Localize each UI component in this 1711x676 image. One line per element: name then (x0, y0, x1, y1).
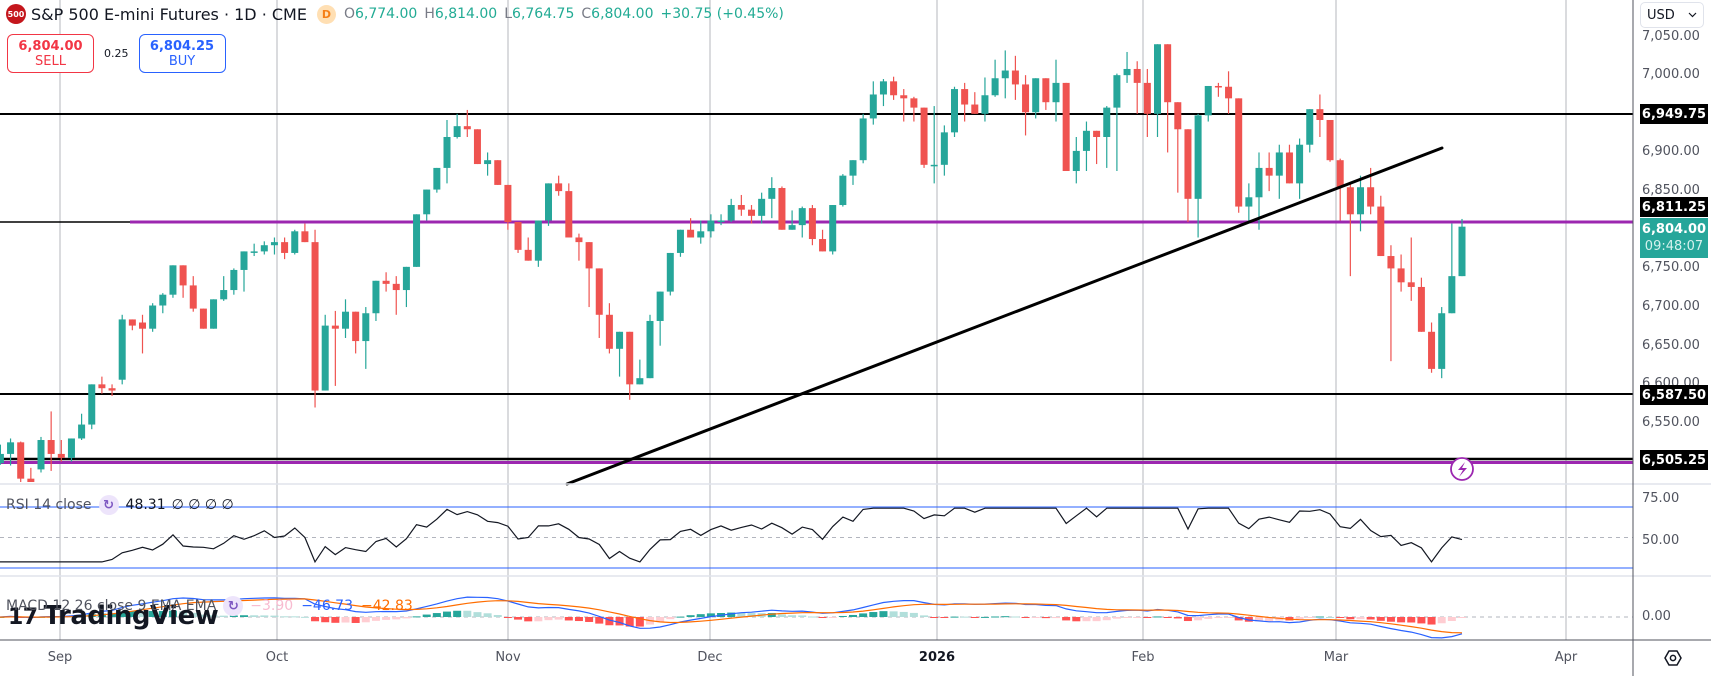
open-value: O6,774.00 (343, 6, 418, 22)
time-label: 2026 (918, 650, 956, 665)
macd-histogram-value: −3.90 (250, 598, 294, 614)
trendline (565, 146, 1444, 486)
refresh-icon[interactable]: ↻ (98, 495, 119, 515)
rsi-value: 48.31 (125, 497, 166, 513)
delayed-data-icon[interactable]: D (316, 4, 336, 24)
time-label: Feb (1131, 650, 1155, 665)
sell-button[interactable]: 6,804.00 SELL (7, 34, 94, 73)
currency-select[interactable]: USD (1640, 2, 1704, 28)
time-label: Nov (495, 650, 521, 665)
macd-signal-value: −42.83 (361, 598, 413, 614)
macd-legend[interactable]: MACD 12 26 close 9 EMA EMA ↻ −3.90 −46.7… (6, 596, 413, 616)
trade-panel: 6,804.00 SELL 0.25 6,804.25 BUY (7, 34, 226, 73)
symbol-legend: 500 S&P 500 E-mini Futures · 1D · CME D … (6, 4, 784, 24)
buy-button[interactable]: 6,804.25 BUY (138, 34, 226, 73)
rsi-axis-75: 75.00 (1642, 491, 1680, 506)
currency-label: USD (1647, 7, 1675, 23)
price-tick: 6,700.00 (1642, 299, 1700, 315)
current-price-tag: 6,804.00 09:48:07 (1640, 218, 1708, 258)
symbol-logo-icon[interactable]: 500 (6, 4, 26, 24)
price-tick: 6,750.00 (1642, 260, 1700, 276)
price-tag-resistance: 6,949.75 (1640, 104, 1708, 124)
high-value: H6,814.00 (424, 6, 498, 22)
chevron-down-icon (1688, 12, 1697, 18)
close-value: C6,804.00 (581, 6, 654, 22)
sell-price: 6,804.00 (18, 38, 83, 54)
price-tick: 7,000.00 (1642, 67, 1700, 83)
price-tick: 7,050.00 (1642, 28, 1700, 44)
time-label: Oct (265, 650, 289, 665)
time-label: Apr (1554, 650, 1578, 665)
rsi-name[interactable]: RSI 14 close (6, 497, 92, 513)
macd-line-value: −46.73 (301, 598, 353, 614)
bar-countdown: 09:48:07 (1644, 239, 1704, 254)
alert-bolt-icon[interactable] (1450, 457, 1474, 481)
price-tick: 6,900.00 (1642, 144, 1700, 160)
price-tag-support-1: 6,587.50 (1640, 385, 1708, 405)
refresh-icon[interactable]: ↻ (223, 596, 244, 616)
price-tag-support-2: 6,505.25 (1640, 450, 1708, 470)
price-tag-level: 6,811.25 (1640, 197, 1708, 217)
macd-name[interactable]: MACD 12 26 close 9 EMA EMA (6, 598, 217, 614)
rsi-axis-50: 50.00 (1642, 533, 1680, 548)
spread-value: 0.25 (104, 47, 129, 60)
symbol-title[interactable]: S&P 500 E-mini Futures · 1D · CME (31, 4, 307, 24)
macd-axis-0: 0.00 (1642, 609, 1671, 624)
price-tick: 6,550.00 (1642, 415, 1700, 430)
settings-gear-icon[interactable] (1663, 648, 1683, 668)
tradingview-logo-icon: 17 (8, 605, 38, 630)
sell-label: SELL (35, 53, 66, 69)
change-value: +30.75 (+0.45%) (660, 6, 784, 22)
price-tick: 6,650.00 (1642, 337, 1700, 353)
time-label: Sep (47, 650, 73, 665)
buy-price: 6,804.25 (149, 38, 215, 54)
time-label: Mar (1323, 650, 1349, 665)
time-label: Dec (697, 650, 723, 665)
low-value: L6,764.75 (504, 6, 575, 22)
rsi-extra-values: ∅ ∅ ∅ ∅ (171, 497, 234, 513)
tradingview-watermark: 17 TradingView (8, 601, 219, 631)
rsi-legend[interactable]: RSI 14 close ↻ 48.31 ∅ ∅ ∅ ∅ (6, 495, 234, 515)
price-tick: 6,850.00 (1642, 183, 1700, 199)
buy-label: BUY (168, 53, 196, 69)
current-price: 6,804.00 (1641, 222, 1707, 237)
